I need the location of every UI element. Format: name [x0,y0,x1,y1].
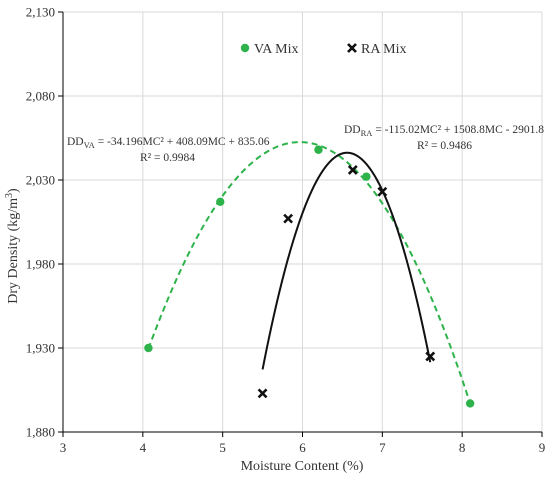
x-tick-label-3: 6 [299,440,306,455]
equation-va-formula: DDVA = -34.196MC² + 408.09MC + 835.06 [67,136,270,150]
equation-va-body: = -34.196MC² + 408.09MC + 835.06 [95,136,270,148]
equation-ra-subscript: RA [361,128,374,138]
point-ra-2-stroke-b [347,165,358,175]
y-tick-label-5: 2,130 [26,5,55,20]
trend-line-va [147,141,472,404]
equations: DDVA = -34.196MC² + 408.09MC + 835.06R² … [67,124,544,164]
point-ra-1 [283,213,294,224]
point-ra-4 [425,351,436,362]
x-tick-label-6: 9 [539,440,546,455]
x-axis-label: Moisture Content (%) [241,459,364,474]
x-tick-label-5: 8 [459,440,466,455]
trend-lines [147,141,472,404]
data-points [144,145,475,408]
legend-ra-label: RA Mix [361,42,407,57]
equation-ra-r2: R² = 0.9486 [417,140,472,152]
y-axis-label-sup: 3 [4,193,15,198]
legend: VA Mix RA Mix [240,42,407,57]
grid [62,11,543,433]
y-axis-label-end: ) [6,188,21,193]
legend-va-marker [240,43,250,53]
equation-ra-formula: DDRA = -115.02MC² + 1508.8MC - 2901.8 [344,124,544,138]
equation-ra-body: = -115.02MC² + 1508.8MC - 2901.8 [372,124,544,136]
point-va-3 [362,172,371,181]
legend-ra-marker-stroke-b [347,43,357,53]
equation-va-prefix: DD [67,136,84,148]
y-axis-label-main: Dry Density (kg/m [6,198,21,304]
x-tick-label-1: 4 [140,440,147,455]
point-ra-0 [257,388,268,399]
point-va-2 [314,145,323,154]
y-tick-label-3: 2,030 [26,173,55,188]
x-tick-label-2: 5 [219,440,226,455]
tick-labels: 3 4 5 6 7 8 9 1,880 1,930 1,980 2,030 2,080 2,130 [26,5,546,456]
legend-va-label: VA Mix [254,42,298,57]
point-ra-2 [347,165,358,175]
point-va-1 [216,197,225,207]
legend-ra-marker [347,43,357,53]
y-tick-label-1: 1,930 [26,341,55,356]
equation-ra-prefix: DD [344,124,361,136]
y-tick-label-2: 1,980 [26,257,55,272]
y-tick-label-4: 2,080 [26,89,55,104]
trend-line-ra [261,151,432,370]
point-ra-3 [377,186,388,197]
y-tick-label-0: 1,880 [26,425,55,440]
axes [58,11,543,437]
point-va-4 [465,399,475,408]
equation-va-r2: R² = 0.9984 [140,152,195,164]
equation-va-subscript: VA [84,140,96,150]
point-ra-1-stroke-b [283,213,294,224]
x-tick-label-0: 3 [60,440,67,455]
point-va-0 [144,343,153,353]
x-tick-label-4: 7 [379,440,386,455]
point-ra-0-stroke-b [257,388,268,399]
y-axis-label: Dry Density (kg/m3) [4,188,21,304]
point-ra-4-stroke-b [425,351,436,362]
point-ra-3-stroke-b [377,186,388,197]
